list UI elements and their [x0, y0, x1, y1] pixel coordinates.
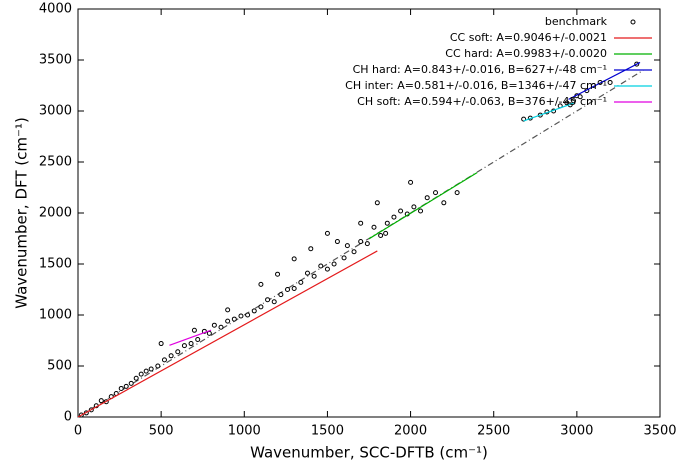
legend-label: CH soft: A=0.594+/-0.063, B=376+/-45 cm⁻…	[357, 95, 607, 108]
data-point	[211, 322, 217, 328]
data-point	[391, 214, 397, 220]
data-point	[364, 241, 370, 247]
data-point	[577, 94, 583, 100]
data-point	[408, 179, 414, 185]
data-point	[206, 330, 212, 336]
data-point	[278, 292, 284, 298]
fit-line	[169, 329, 212, 346]
data-point	[358, 220, 364, 226]
x-tick-label: 1000	[228, 424, 261, 439]
data-point	[123, 383, 129, 389]
data-point	[358, 239, 364, 245]
legend-label: CH inter: A=0.581+/-0.016, B=1346+/-47 c…	[345, 79, 607, 92]
data-point	[318, 263, 324, 269]
y-tick-label: 4000	[39, 2, 72, 17]
y-tick-label: 3500	[39, 53, 72, 68]
data-point	[344, 243, 350, 249]
data-point	[143, 368, 149, 374]
data-point	[238, 313, 244, 319]
data-point	[571, 98, 577, 104]
data-point	[128, 380, 134, 386]
data-point	[441, 200, 447, 206]
data-point	[374, 200, 380, 206]
data-point	[251, 308, 257, 314]
data-point	[304, 270, 310, 276]
data-point	[308, 246, 314, 252]
data-point	[191, 327, 197, 333]
data-point	[341, 255, 347, 261]
data-point	[291, 256, 297, 262]
data-point	[245, 312, 251, 318]
data-point	[181, 343, 187, 349]
data-point	[271, 299, 277, 305]
data-point	[383, 230, 389, 236]
data-point	[424, 195, 430, 201]
y-tick-label: 2500	[39, 155, 72, 170]
x-tick-label: 500	[149, 424, 174, 439]
data-point	[231, 316, 237, 322]
data-point	[148, 366, 154, 372]
data-point	[371, 224, 377, 230]
data-point	[218, 324, 224, 330]
data-point	[433, 190, 439, 196]
data-point	[384, 220, 390, 226]
legend-label: CC soft: A=0.9046+/-0.0021	[450, 31, 607, 44]
legend-label: CC hard: A=0.9983+/-0.0020	[445, 47, 607, 60]
fit-line	[568, 61, 641, 100]
data-point	[398, 208, 404, 214]
x-tick-label: 3500	[643, 424, 676, 439]
data-point	[378, 232, 384, 238]
data-point	[133, 375, 139, 381]
y-tick-label: 3000	[39, 104, 72, 119]
data-point	[188, 341, 194, 347]
data-point	[168, 353, 174, 359]
data-point	[324, 266, 330, 272]
data-point	[298, 279, 304, 285]
legend-label: CH hard: A=0.843+/-0.016, B=627+/-48 cm⁻…	[353, 63, 607, 76]
data-point	[258, 281, 264, 287]
legend-label: benchmark	[545, 15, 608, 28]
data-point	[161, 357, 167, 363]
data-point	[275, 271, 281, 277]
data-point	[118, 385, 124, 391]
legend-marker	[630, 19, 636, 25]
fit-line	[523, 102, 574, 122]
data-point	[418, 208, 424, 214]
data-point	[258, 304, 264, 310]
y-axis-label: Wavenumber, DFT (cm⁻¹)	[13, 117, 31, 309]
data-point	[158, 341, 164, 347]
x-tick-label: 1500	[311, 424, 344, 439]
data-point	[138, 371, 144, 377]
data-point	[98, 398, 104, 404]
data-point	[285, 287, 291, 292]
data-point	[195, 336, 201, 342]
x-axis-label: Wavenumber, SCC-DFTB (cm⁻¹)	[250, 444, 488, 462]
x-tick-label: 2500	[477, 424, 510, 439]
data-point	[175, 349, 181, 355]
data-point	[311, 273, 317, 279]
data-point	[411, 204, 417, 210]
data-point	[155, 363, 161, 369]
y-tick-label: 500	[47, 359, 72, 374]
fit-line	[77, 250, 378, 418]
y-tick-label: 1500	[39, 257, 72, 272]
data-point	[225, 307, 231, 313]
data-point	[331, 261, 337, 267]
data-point	[324, 230, 330, 236]
x-tick-label: 2000	[394, 424, 427, 439]
data-point	[225, 318, 231, 324]
data-point	[334, 239, 340, 245]
x-tick-label: 0	[74, 424, 82, 439]
data-point	[454, 190, 460, 196]
data-point	[351, 249, 357, 255]
y-tick-label: 0	[64, 410, 72, 425]
data-point	[291, 285, 297, 291]
data-point	[265, 297, 271, 303]
y-tick-label: 1000	[39, 308, 72, 323]
data-point	[607, 79, 613, 85]
fit-line	[368, 172, 478, 240]
y-tick-label: 2000	[39, 206, 72, 221]
x-tick-label: 3000	[560, 424, 593, 439]
